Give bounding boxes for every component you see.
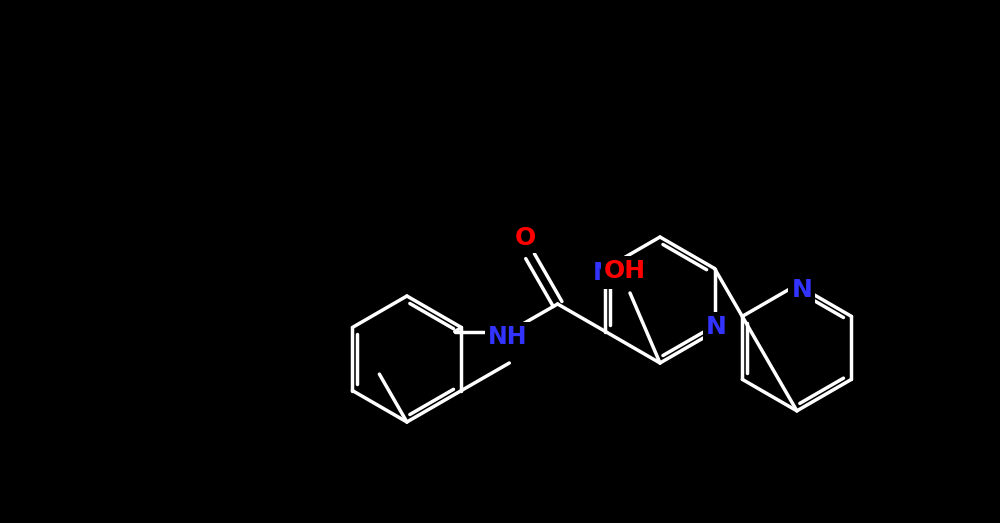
Text: NH: NH <box>488 324 527 348</box>
Text: N: N <box>706 314 727 338</box>
Text: O: O <box>514 226 536 250</box>
Text: OH: OH <box>604 259 646 283</box>
Text: N: N <box>791 278 812 302</box>
Text: N: N <box>593 262 614 286</box>
